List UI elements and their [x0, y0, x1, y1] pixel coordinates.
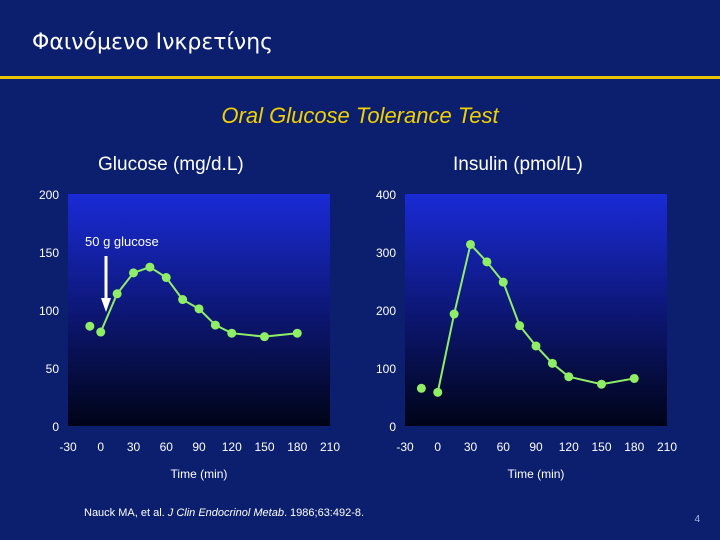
dose-arrow-head: [101, 298, 111, 312]
glucose-data-point: [178, 295, 188, 305]
glucose-data-point: [112, 289, 122, 299]
glucose-data-point: [260, 332, 269, 342]
insulin-baseline-point: [416, 383, 426, 393]
glucose-x-tick-label: 210: [320, 440, 340, 454]
insulin-x-tick-label: 180: [624, 440, 644, 454]
citation-journal: J Clin Endocrinol Metab: [167, 507, 284, 519]
citation: Nauck MA, et al. J Clin Endocrinol Metab…: [84, 507, 364, 519]
glucose-data-point: [194, 304, 204, 314]
insulin-x-axis-label: Time (min): [508, 467, 565, 481]
glucose-chart-title: Glucose (mg/d.L): [98, 154, 244, 175]
insulin-data-point: [498, 277, 508, 287]
insulin-x-tick-label: 0: [434, 440, 441, 454]
citation-authors: Nauck MA, et al.: [84, 507, 168, 519]
insulin-data-point: [597, 379, 606, 389]
glucose-x-tick-label: 150: [254, 440, 274, 454]
glucose-data-point: [210, 320, 220, 330]
insulin-data-point: [515, 321, 525, 331]
glucose-baseline-point: [85, 321, 95, 331]
glucose-y-tick-label: 50: [46, 362, 60, 376]
glucose-x-tick-label: 0: [97, 440, 104, 454]
glucose-y-tick-label: 150: [39, 246, 59, 260]
insulin-x-tick-label: -30: [396, 440, 414, 454]
insulin-data-point: [531, 341, 541, 351]
insulin-data-point: [482, 257, 492, 267]
glucose-data-point: [292, 328, 302, 338]
title-divider: [0, 76, 720, 79]
glucose-x-tick-label: 60: [160, 440, 174, 454]
insulin-x-tick-label: 210: [657, 440, 677, 454]
glucose-y-tick-label: 0: [52, 420, 59, 434]
glucose-x-axis-label: Time (min): [171, 467, 228, 481]
insulin-y-tick-label: 400: [376, 188, 396, 202]
slide-title: Φαινόμενο Ινκρετίνης: [32, 30, 274, 55]
glucose-dose-annotation: 50 g glucose: [85, 234, 159, 249]
glucose-x-tick-label: 180: [287, 440, 307, 454]
glucose-x-tick-label: 30: [127, 440, 141, 454]
insulin-data-point: [547, 358, 557, 368]
glucose-data-point: [161, 273, 171, 283]
insulin-data-point: [629, 373, 639, 383]
insulin-x-tick-label: 60: [497, 440, 511, 454]
insulin-y-tick-label: 300: [376, 246, 396, 260]
insulin-data-point: [466, 239, 475, 249]
glucose-data-point: [145, 262, 155, 272]
glucose-data-point: [227, 328, 237, 338]
insulin-x-tick-label: 150: [591, 440, 611, 454]
insulin-plot-area: [405, 194, 667, 426]
page-number: 4: [694, 514, 700, 525]
glucose-data-point: [96, 327, 106, 337]
glucose-x-tick-label: 120: [222, 440, 242, 454]
glucose-x-tick-label: 90: [192, 440, 206, 454]
glucose-y-tick-label: 100: [39, 304, 59, 318]
insulin-data-point: [433, 387, 443, 397]
insulin-x-tick-label: 120: [559, 440, 579, 454]
insulin-y-tick-label: 0: [389, 420, 396, 434]
insulin-data-point: [449, 309, 459, 319]
insulin-y-tick-label: 100: [376, 362, 396, 376]
citation-details: . 1986;63:492-8.: [283, 507, 365, 519]
insulin-y-tick-label: 200: [376, 304, 396, 318]
glucose-x-tick-label: -30: [59, 440, 77, 454]
insulin-data-point: [564, 372, 574, 382]
chart-subtitle: Oral Glucose Tolerance Test: [221, 103, 499, 128]
glucose-y-tick-label: 200: [39, 188, 59, 202]
insulin-x-tick-label: 90: [529, 440, 543, 454]
insulin-x-tick-label: 30: [464, 440, 478, 454]
glucose-data-point: [129, 268, 138, 278]
insulin-chart-title: Insulin (pmol/L): [453, 154, 583, 175]
